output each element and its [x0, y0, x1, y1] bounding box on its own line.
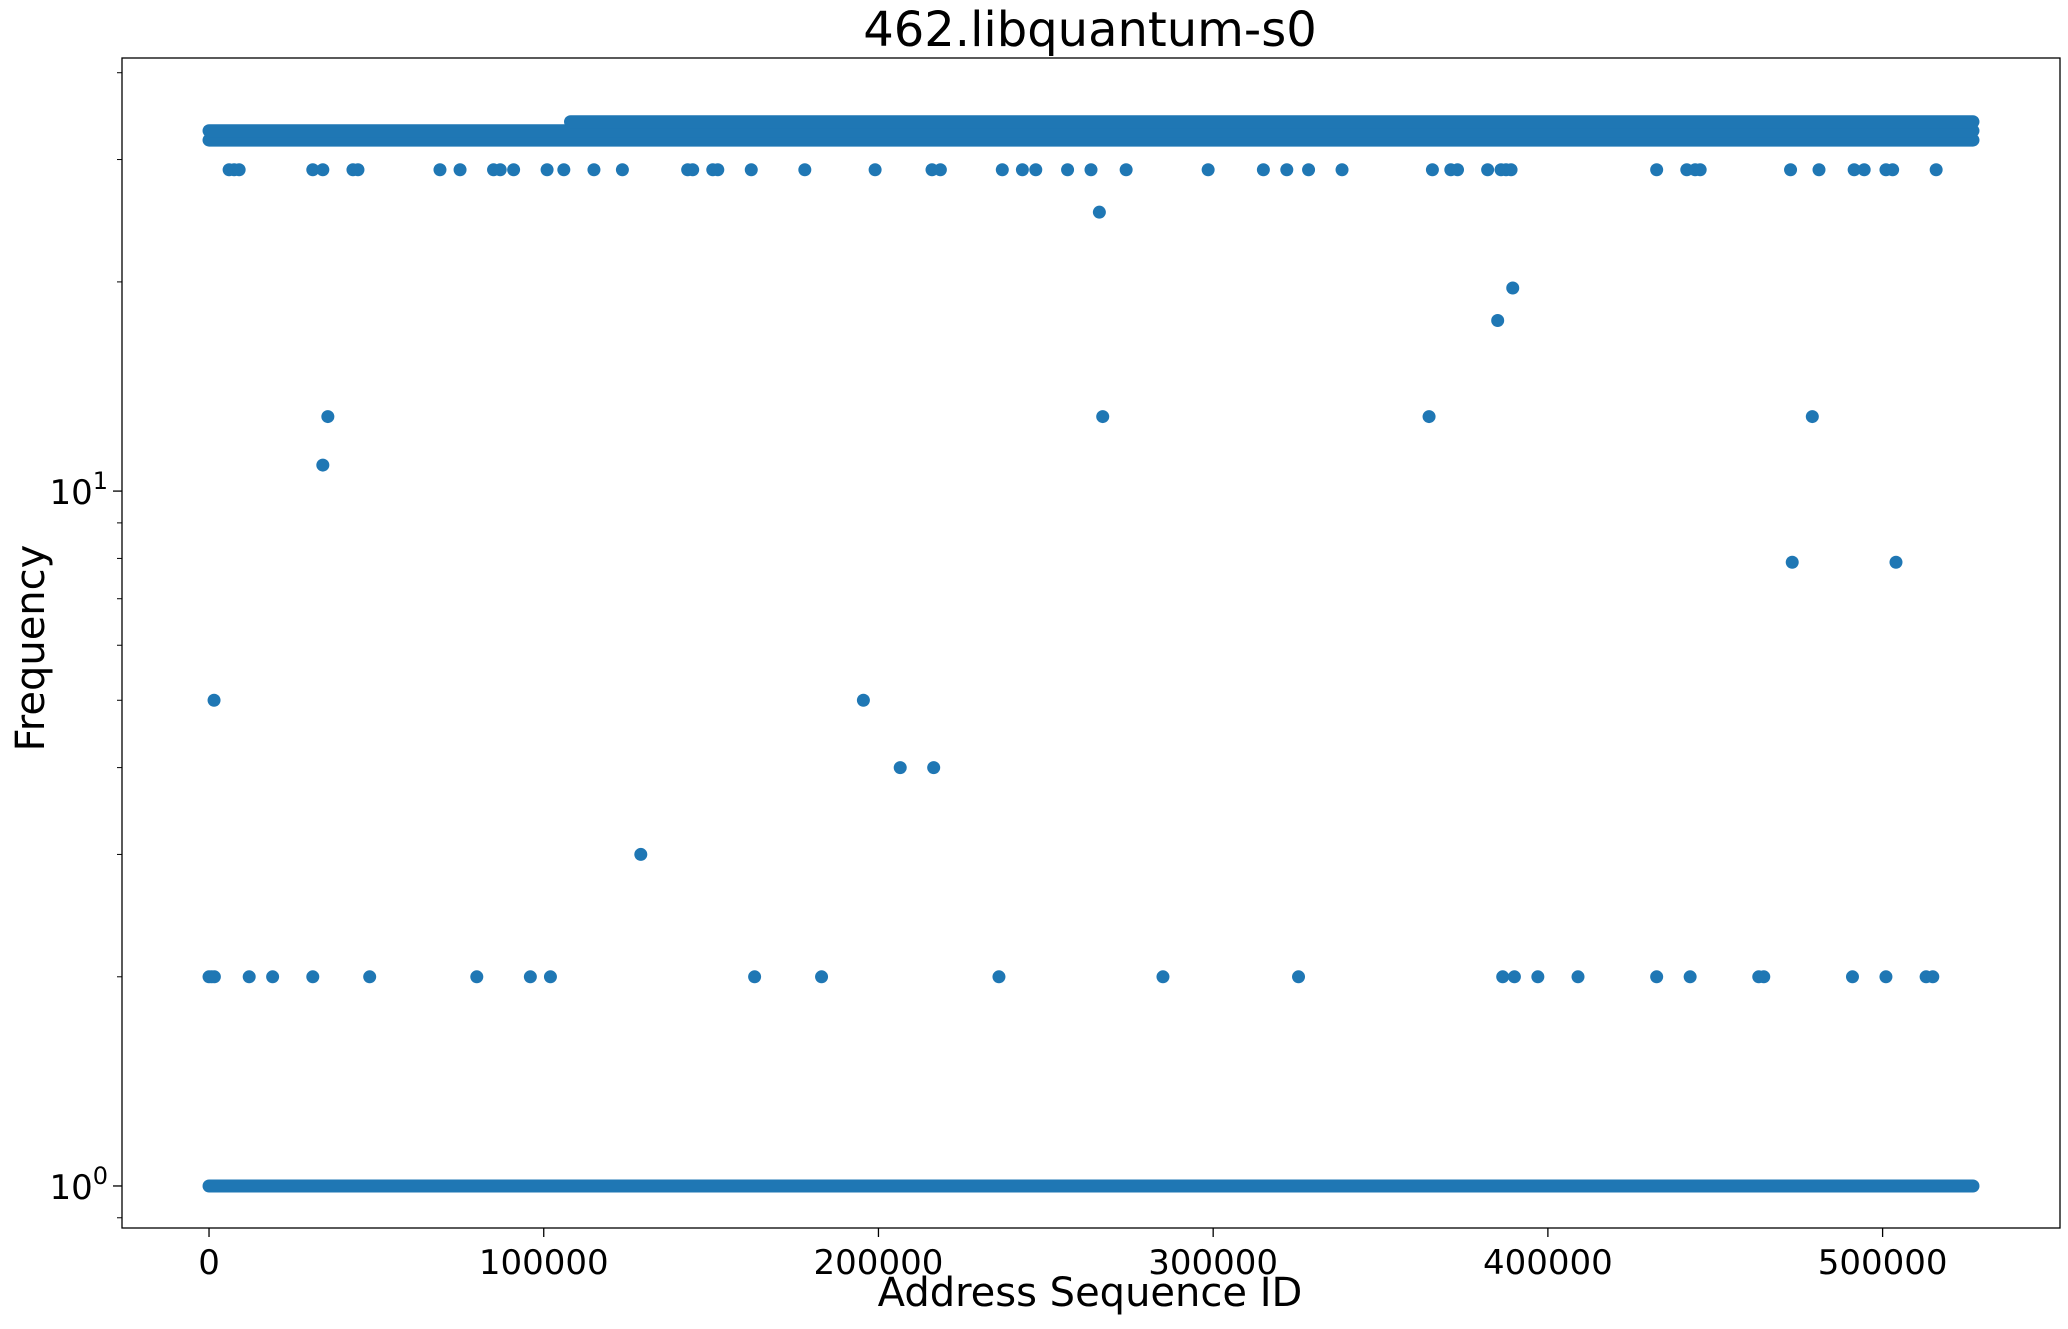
y-axis-label: Frequency — [8, 545, 54, 752]
data-point — [1425, 163, 1439, 177]
data-point — [1757, 970, 1771, 984]
data-point — [1683, 970, 1697, 984]
data-point — [493, 163, 507, 177]
data-point — [587, 163, 601, 177]
axes: 0 100000 200000 300000 400000 500000 100 101 — [49, 57, 2061, 1283]
data-point — [433, 163, 447, 177]
data-point — [1156, 970, 1170, 984]
data-point — [1879, 970, 1893, 984]
data-point — [1650, 163, 1664, 177]
x-tick-label: 0 — [198, 1243, 220, 1283]
data-point — [470, 970, 484, 984]
data-point — [1507, 970, 1521, 984]
data-point — [1926, 970, 1940, 984]
data-point — [927, 761, 941, 775]
data-point — [744, 163, 758, 177]
data-point — [321, 410, 335, 424]
data-point — [363, 970, 377, 984]
data-point — [1805, 410, 1819, 424]
data-point — [1571, 970, 1585, 984]
data-point — [686, 163, 700, 177]
data-point — [1335, 163, 1349, 177]
data-point — [1092, 205, 1106, 219]
data-point — [1491, 313, 1505, 327]
data-point — [1693, 163, 1707, 177]
data-point — [1029, 163, 1043, 177]
data-point — [1061, 163, 1075, 177]
data-point — [1929, 163, 1943, 177]
data-point — [1096, 410, 1110, 424]
data-point — [1451, 163, 1465, 177]
data-point — [815, 970, 829, 984]
data-point — [207, 693, 221, 707]
data-point — [540, 163, 554, 177]
data-point — [893, 761, 907, 775]
data-point — [615, 163, 629, 177]
data-point — [1847, 163, 1861, 177]
data-point — [1845, 970, 1859, 984]
data-point — [1015, 163, 1029, 177]
data-point — [266, 970, 280, 984]
data-point — [507, 163, 521, 177]
data-point — [232, 163, 246, 177]
data-point — [1496, 970, 1510, 984]
data-point — [306, 163, 320, 177]
data-point — [1481, 163, 1495, 177]
data-point — [1302, 163, 1316, 177]
data-point — [1256, 163, 1270, 177]
data-point — [1280, 163, 1294, 177]
data-point — [634, 847, 648, 861]
x-tick-label: 500000 — [1818, 1243, 1948, 1283]
data-point — [242, 970, 256, 984]
data-point — [868, 163, 882, 177]
x-tick-label: 100000 — [479, 1243, 609, 1283]
data-point — [711, 163, 725, 177]
data-point — [1292, 970, 1306, 984]
data-point — [992, 970, 1006, 984]
data-point — [933, 163, 947, 177]
data-point — [557, 163, 571, 177]
chart-title: 462.libquantum-s0 — [863, 2, 1317, 58]
x-axis-label: Address Sequence ID — [878, 1270, 1303, 1316]
data-point — [1650, 970, 1664, 984]
data-point — [543, 970, 557, 984]
data-point — [1784, 163, 1798, 177]
data-point — [306, 970, 320, 984]
data-point — [1119, 163, 1133, 177]
y-tick-label: 100 — [49, 1162, 108, 1208]
data-point — [1785, 555, 1799, 569]
data-point — [1531, 970, 1545, 984]
data-point — [856, 693, 870, 707]
data-point — [1084, 163, 1098, 177]
plot-marks — [202, 115, 1980, 1193]
data-point — [748, 970, 762, 984]
y-tick-label: 101 — [49, 467, 108, 513]
data-point — [1857, 163, 1871, 177]
x-tick-label: 300000 — [1148, 1243, 1278, 1283]
data-point — [1201, 163, 1215, 177]
x-tick-label: 400000 — [1483, 1243, 1613, 1283]
data-point — [316, 458, 330, 472]
data-point — [798, 163, 812, 177]
data-point — [995, 163, 1009, 177]
x-tick-label: 200000 — [814, 1243, 944, 1283]
data-point — [351, 163, 365, 177]
data-point — [523, 970, 537, 984]
data-point — [316, 163, 330, 177]
data-point — [207, 970, 221, 984]
data-point — [1812, 163, 1826, 177]
data-point — [453, 163, 467, 177]
data-point — [1504, 163, 1518, 177]
data-point — [1886, 163, 1900, 177]
axes-frame — [121, 57, 2061, 1229]
data-point — [1506, 281, 1520, 295]
data-point — [1422, 410, 1436, 424]
data-point — [1889, 555, 1903, 569]
